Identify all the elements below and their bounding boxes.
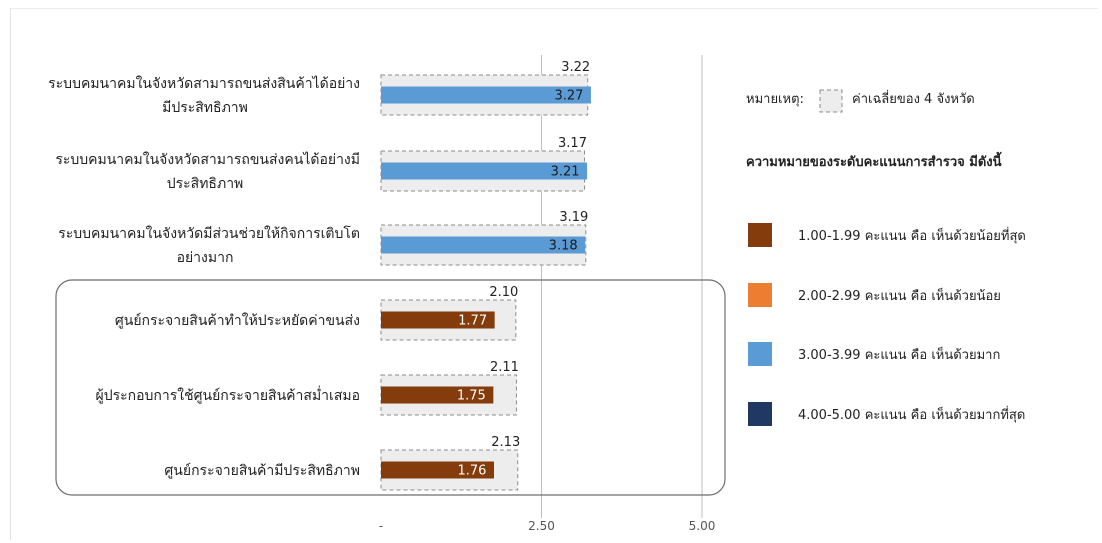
- avg-label: 3.19: [559, 210, 588, 225]
- legend-item-label: 3.00-3.99 คะแนน คือ เห็นด้วยมาก: [798, 345, 1000, 363]
- legend-swatch: [748, 283, 772, 307]
- value-bar: [381, 461, 494, 479]
- legend-avg-swatch: [819, 89, 843, 113]
- chart-frame: [10, 8, 1098, 540]
- value-label: 3.18: [549, 239, 578, 254]
- legend-item-label: 1.00-1.99 คะแนน คือ เห็นด้วยน้อยที่สุด: [798, 226, 1026, 244]
- value-label: 1.76: [458, 464, 487, 479]
- category-label: ระบบคมนาคมในจังหวัดสามารถขนส่งคนได้อย่าง…: [55, 151, 360, 168]
- x-tick-label: 5.00: [689, 519, 716, 533]
- legend-swatch: [748, 402, 772, 426]
- highlight-group-box: [55, 279, 726, 496]
- legend-swatch: [748, 342, 772, 366]
- value-label: 1.75: [457, 389, 486, 404]
- avg-label: 3.17: [558, 136, 587, 151]
- legend-heading: ความหมายของระดับคะแนนการสำรวจ มีดังนี้: [746, 151, 1002, 170]
- x-tick-label: 2.50: [528, 519, 555, 533]
- value-label: 1.77: [458, 314, 487, 329]
- avg-label: 2.13: [491, 435, 520, 450]
- value-bar: [381, 311, 495, 329]
- value-label: 3.27: [554, 89, 583, 104]
- category-label: ศูนย์กระจายสินค้าทำให้ประหยัดค่าขนส่ง: [115, 312, 360, 329]
- category-label: ผู้ประกอบการใช้ศูนย์กระจายสินค้าสม่ำเสมอ: [96, 386, 360, 404]
- legend-note-text: ค่าเฉลี่ยของ 4 จังหวัด: [852, 90, 975, 107]
- value-bar: [381, 236, 586, 254]
- avg-label: 3.22: [561, 60, 590, 75]
- avg-label: 2.11: [490, 360, 519, 375]
- value-label: 3.21: [551, 165, 580, 180]
- legend-item-label: 2.00-2.99 คะแนน คือ เห็นด้วยน้อย: [798, 286, 1001, 304]
- x-tick-label: -: [379, 519, 383, 533]
- value-bar: [381, 86, 591, 104]
- category-label: ระบบคมนาคมในจังหวัดมีส่วนช่วยให้กิจการเต…: [58, 225, 360, 242]
- legend-item-label: 4.00-5.00 คะแนน คือ เห็นด้วยมากที่สุด: [798, 405, 1025, 423]
- legend-note-label: หมายเหตุ:: [746, 92, 804, 107]
- category-label: ประสิทธิภาพ: [167, 176, 244, 192]
- category-label: อย่างมาก: [177, 250, 234, 266]
- category-label: มีประสิทธิภาพ: [162, 100, 248, 116]
- legend-swatch: [748, 223, 772, 247]
- value-bar: [381, 162, 588, 180]
- value-bar: [381, 386, 494, 404]
- category-label: ศูนย์กระจายสินค้ามีประสิทธิภาพ: [164, 462, 360, 479]
- avg-label: 2.10: [489, 285, 518, 300]
- category-label: ระบบคมนาคมในจังหวัดสามารถขนส่งสินค้าได้อ…: [48, 75, 360, 92]
